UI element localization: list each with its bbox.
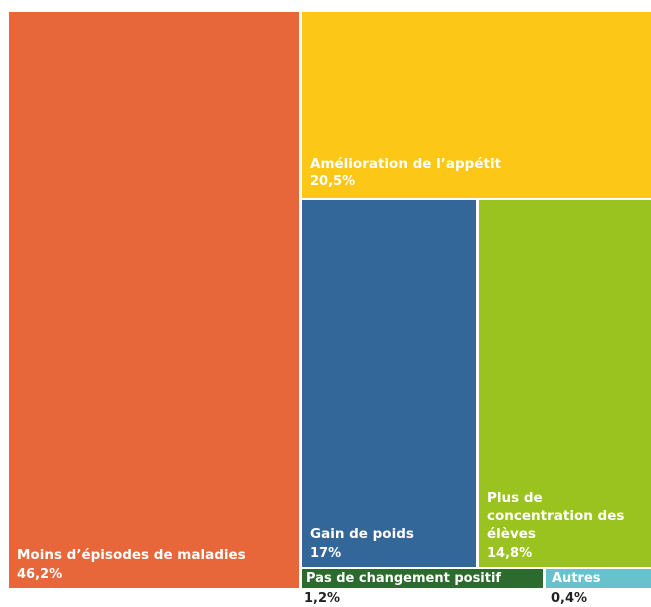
- tile-label-amelioration-appetit: Amélioration de l’appétit: [310, 156, 502, 172]
- tile-value-gain-de-poids: 17%: [310, 546, 342, 561]
- tile-value-moins-episodes-maladies: 46,2%: [17, 567, 63, 582]
- tile-value-amelioration-appetit: 20,5%: [310, 174, 356, 189]
- outside-value-pas-de-changement-positif: 1,2%: [304, 591, 341, 606]
- tile-amelioration-appetit: Amélioration de l’appétit 20,5%: [302, 12, 651, 198]
- tile-autres: Autres: [546, 569, 651, 588]
- tile-pas-de-changement-positif: Pas de changement positif: [302, 569, 543, 588]
- tile-value-plus-de-concentration: 14,8%: [487, 546, 533, 561]
- tile-label-pas-de-changement-positif: Pas de changement positif: [306, 571, 502, 586]
- tile-label-autres: Autres: [552, 571, 601, 586]
- outside-value-autres: 0,4%: [551, 591, 588, 606]
- tile-label-gain-de-poids: Gain de poids: [310, 526, 414, 542]
- tile-gain-de-poids: Gain de poids 17%: [302, 200, 476, 567]
- tile-label-plus-de-concentration: Plus de concentration des élèves: [487, 490, 625, 542]
- tile-moins-episodes-maladies: Moins d’épisodes de maladies 46,2%: [9, 12, 299, 588]
- tile-plus-de-concentration: Plus de concentration des élèves 14,8%: [479, 200, 651, 567]
- tile-label-moins-episodes-maladies: Moins d’épisodes de maladies: [17, 547, 246, 563]
